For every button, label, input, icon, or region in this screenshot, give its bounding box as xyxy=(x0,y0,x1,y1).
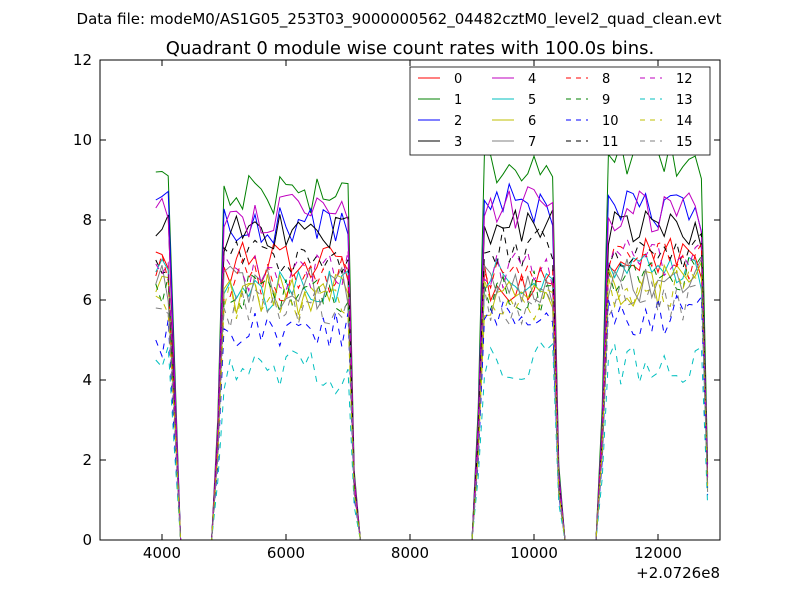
chart-title: Quadrant 0 module wise count rates with … xyxy=(166,38,655,59)
series-line-3 xyxy=(155,208,709,540)
y-tick-label: 6 xyxy=(82,291,92,309)
legend-frame xyxy=(409,66,711,156)
series-line-11 xyxy=(155,226,709,540)
series-layer xyxy=(155,137,709,540)
legend-label-4: 4 xyxy=(528,72,536,87)
series-line-6 xyxy=(155,261,709,540)
x-tick-label: 8000 xyxy=(391,544,429,562)
legend-label-14: 14 xyxy=(676,114,693,129)
y-tick-label: 4 xyxy=(82,371,92,389)
legend-label-1: 1 xyxy=(454,93,462,108)
legend-label-10: 10 xyxy=(602,114,619,129)
series-line-12 xyxy=(155,237,709,540)
legend-label-0: 0 xyxy=(454,72,462,87)
x-tick-label: 4000 xyxy=(143,544,181,562)
y-tick-label: 0 xyxy=(82,531,92,549)
legend-label-15: 15 xyxy=(676,135,693,150)
series-line-10 xyxy=(155,294,709,540)
series-line-4 xyxy=(155,186,709,540)
legend-label-2: 2 xyxy=(454,114,462,129)
legend-label-8: 8 xyxy=(602,72,610,87)
series-line-9 xyxy=(155,254,709,540)
series-line-5 xyxy=(155,253,709,540)
y-tick-label: 2 xyxy=(82,451,92,469)
series-line-15 xyxy=(155,280,709,540)
legend-label-13: 13 xyxy=(676,93,693,108)
x-tick-label: 12000 xyxy=(634,544,682,562)
series-line-7 xyxy=(155,258,709,540)
legend-label-5: 5 xyxy=(528,93,536,108)
series-line-0 xyxy=(155,236,709,540)
legend-label-11: 11 xyxy=(602,135,619,150)
x-tick-label: 10000 xyxy=(510,544,558,562)
x-tick-label: 6000 xyxy=(267,544,305,562)
y-tick-label: 10 xyxy=(73,131,92,149)
y-tick-label: 8 xyxy=(82,211,92,229)
legend-label-7: 7 xyxy=(528,135,536,150)
series-line-1 xyxy=(155,137,709,540)
y-tick-label: 12 xyxy=(73,51,92,69)
x-offset-label: +2.0726e8 xyxy=(636,564,720,582)
legend-label-3: 3 xyxy=(454,135,462,150)
legend-label-12: 12 xyxy=(676,72,693,87)
series-line-14 xyxy=(155,269,709,540)
legend-label-9: 9 xyxy=(602,93,610,108)
figure-suptitle: Data file: modeM0/AS1G05_253T03_90000005… xyxy=(77,10,722,29)
legend-label-6: 6 xyxy=(528,114,536,129)
